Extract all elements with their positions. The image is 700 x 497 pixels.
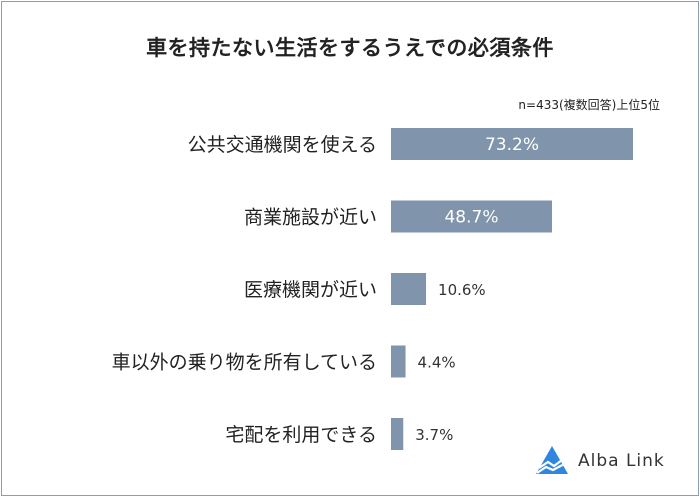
value-label: 4.4% xyxy=(418,354,456,372)
bar-2 xyxy=(391,273,427,305)
category-label: 医療機関が近い xyxy=(244,279,377,301)
category-label: 公共交通機関を使える xyxy=(188,134,377,156)
bar-3 xyxy=(391,345,406,378)
value-label: 48.7% xyxy=(444,208,498,228)
value-label: 10.6% xyxy=(438,281,486,299)
bar-1 xyxy=(391,200,553,233)
sample-note: n=433(複数回答)上位5位 xyxy=(518,98,660,112)
category-label: 車以外の乗り物を所有している xyxy=(112,352,377,374)
chart-title: 車を持たない生活をするうえでの必須条件 xyxy=(146,36,554,60)
bar-4 xyxy=(391,418,404,450)
alba-link-logo-icon xyxy=(536,446,569,474)
bar-0 xyxy=(391,128,633,160)
value-label: 3.7% xyxy=(415,426,453,444)
category-label: 宅配を利用できる xyxy=(225,424,377,446)
category-label: 商業施設が近い xyxy=(244,207,377,229)
alba-link-logo: Alba Link xyxy=(534,444,665,478)
value-label: 73.2% xyxy=(485,135,539,155)
logo-text: Alba Link xyxy=(578,451,665,471)
